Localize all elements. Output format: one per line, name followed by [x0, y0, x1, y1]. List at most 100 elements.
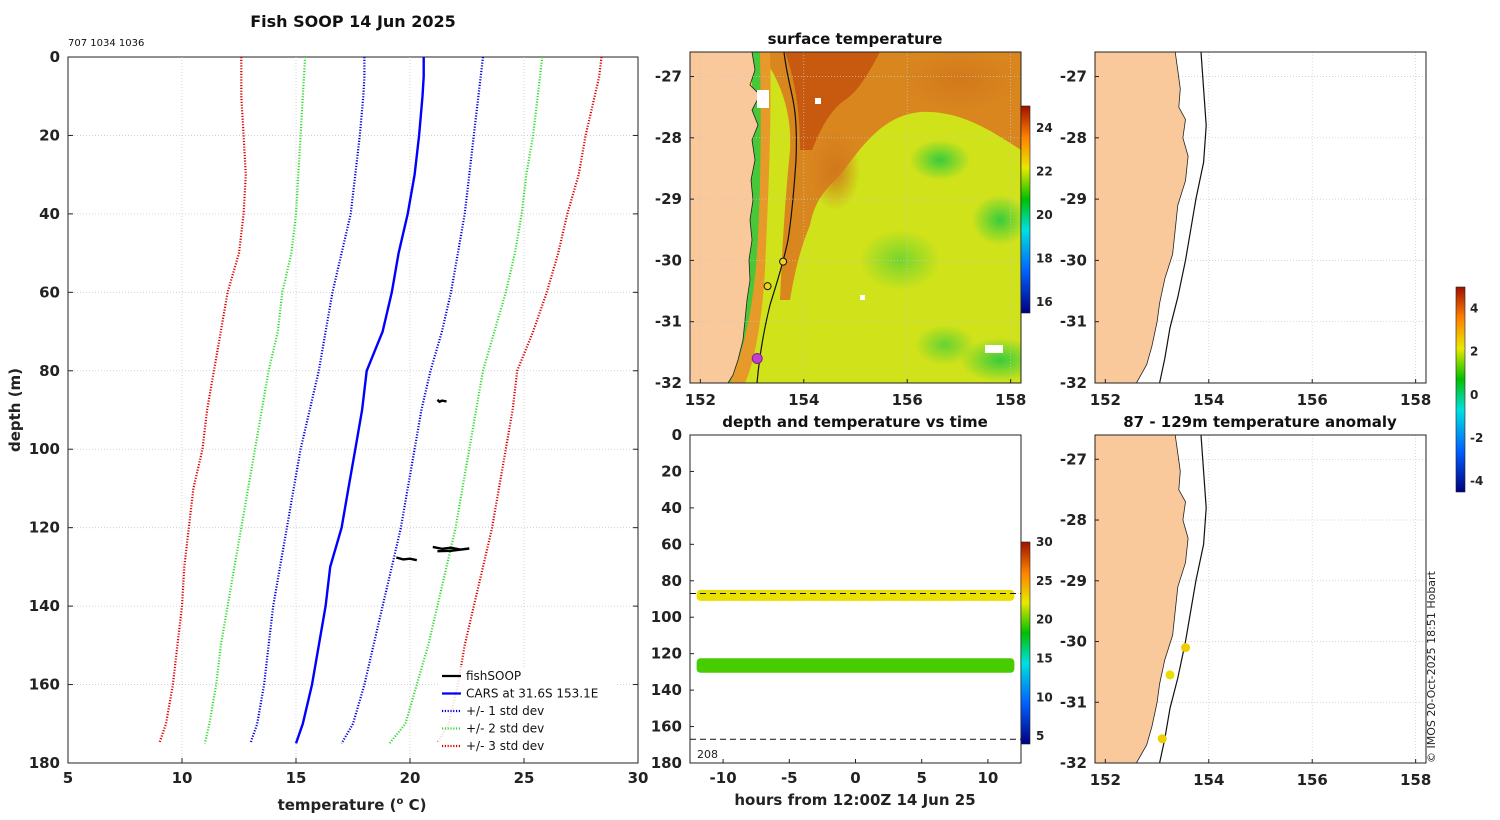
anomaly-map-bottom-panel: 87 - 129m temperature anomaly 152 154 156 1… — [1060, 286, 1483, 789]
sst-track-point-1 — [763, 282, 772, 291]
anomaly-map-bottom-axes-box — [1094, 434, 1427, 764]
timeseries-bottom-label: 208 — [697, 748, 718, 761]
timeseries-colorbar-label: 20 — [1036, 613, 1053, 627]
anomaly-map-top-ytick-label: -32 — [1060, 374, 1087, 392]
anomaly-map-top-geo — [1095, 52, 1207, 383]
profile-xlabel: temperature (o C) — [278, 796, 427, 814]
profile-ytick-label: 0 — [50, 48, 60, 66]
timeseries-ytick-label: 20 — [661, 462, 682, 480]
sst-colorbar-ticks: 16 18 20 22 24 — [1036, 121, 1053, 309]
fishsoop-segment-0 — [436, 398, 447, 404]
profile-series-0 — [294, 57, 425, 744]
sst-ytick-label: -28 — [655, 129, 682, 147]
sst-land — [690, 52, 761, 383]
anomaly-map-top-ytick-label: -31 — [1060, 313, 1087, 331]
figure-subtitle: 707 1034 1036 — [68, 38, 144, 49]
profile-ytick-label: 180 — [29, 754, 60, 772]
timeseries-ytick-label: 180 — [651, 754, 682, 772]
profile-series-3 — [203, 56, 307, 744]
anomaly-colorbar-label: -4 — [1470, 474, 1483, 488]
anomaly-map-top-land — [1095, 52, 1189, 383]
sst-colorbar-label: 24 — [1036, 121, 1053, 135]
anomaly-map-top-xtick-label: 154 — [1193, 391, 1224, 409]
sst-cool-patch-4 — [960, 338, 1021, 382]
profile-xtick-label: 30 — [628, 769, 649, 787]
legend-label-1: CARS at 31.6S 153.1E — [466, 687, 598, 701]
sst-cool-patch-1 — [910, 140, 970, 180]
timeseries-xtick-label: 5 — [916, 769, 926, 787]
sst-xtick-label: 154 — [788, 391, 819, 409]
anomaly-map-bottom-ytick-label: -28 — [1060, 511, 1087, 529]
anomaly-map-bottom-ytick-label: -30 — [1060, 633, 1087, 651]
profile-legend: fishSOOP CARS at 31.6S 153.1E +/- 1 std de… — [438, 667, 616, 757]
anomaly-colorbar-ticks: 4 2 0 -2 -4 — [1470, 302, 1483, 489]
profile-ytick-label: 160 — [29, 676, 60, 694]
sst-colorbar-label: 22 — [1036, 164, 1053, 178]
fishsoop-segment-1 — [432, 545, 470, 553]
legend-label-0: fishSOOP — [466, 669, 521, 683]
profile-series-6 — [436, 56, 603, 744]
sst-track-point-0 — [779, 257, 788, 266]
timeseries-colorbar-label: 25 — [1036, 574, 1053, 588]
sst-markers — [751, 257, 788, 364]
sst-ytick-label: -32 — [655, 374, 682, 392]
profile-grid — [68, 57, 638, 763]
sst-colorbar — [1020, 105, 1031, 314]
timeseries-xtick-label: 0 — [850, 769, 860, 787]
sst-cloud-mask-3 — [985, 345, 1003, 353]
timeseries-xtick-label: 10 — [977, 769, 998, 787]
anomaly-map-bottom-ticks: 152 154 156 158 -27 -28 -29 -30 -31 -32 — [1060, 450, 1431, 789]
profile-xtick-label: 20 — [400, 769, 421, 787]
anomaly-colorbar-label: 4 — [1470, 302, 1478, 316]
timeseries-ytick-label: 40 — [661, 499, 682, 517]
legend-box — [438, 667, 616, 757]
anomaly-point-0 — [1181, 643, 1191, 653]
profile-ytick-label: 120 — [29, 519, 60, 537]
sst-warm-blob — [900, 52, 1020, 110]
profile-panel: 5 10 15 20 25 30 0 20 40 60 80 100 120 140 160 180 temp… — [6, 48, 648, 814]
profile-xtick-label: 10 — [172, 769, 193, 787]
timeseries-ytick-label: 80 — [661, 572, 682, 590]
profile-xtick-label: 15 — [286, 769, 307, 787]
anomaly-map-top-panel: 152 154 156 158 -27 -28 -29 -30 -31 -32 — [1060, 51, 1431, 409]
profile-ytick-label: 140 — [29, 597, 60, 615]
anomaly-map-bottom-xtick-label: 152 — [1090, 771, 1121, 789]
timeseries-ytick-label: 140 — [651, 681, 682, 699]
sst-cool-patch-5 — [915, 325, 975, 365]
figure-title: Fish SOOP 14 Jun 2025 — [250, 12, 456, 31]
timeseries-content — [690, 589, 1021, 740]
sst-isobath — [756, 52, 797, 383]
sst-ytick-label: -27 — [655, 68, 682, 86]
sst-cool-patch-3 — [860, 230, 940, 290]
anomaly-map-bottom-land — [1095, 435, 1189, 763]
anomaly-map-top-ytick-label: -29 — [1060, 190, 1087, 208]
sst-current-position — [751, 352, 763, 364]
sst-xtick-label: 156 — [892, 391, 923, 409]
anomaly-map-top-xtick-label: 152 — [1090, 391, 1121, 409]
timeseries-colorbar-label: 15 — [1036, 652, 1053, 666]
timeseries-colorbar-ticks: 5 10 15 20 25 30 — [1036, 535, 1053, 743]
profile-ytick-label: 60 — [39, 283, 60, 301]
timeseries-band-1 — [696, 658, 1015, 673]
sst-colorbar-label: 16 — [1036, 295, 1053, 309]
anomaly-map-bottom-xtick-label: 154 — [1193, 771, 1224, 789]
credit-text: © IMOS 20-Oct-2025 18:51 Hobart — [1425, 570, 1438, 763]
sst-colorbar-label: 18 — [1036, 252, 1053, 266]
timeseries-ytick-label: 60 — [661, 535, 682, 553]
legend-label-2: +/- 1 std dev — [466, 704, 544, 718]
anomaly-map-top-ytick-label: -28 — [1060, 129, 1087, 147]
timeseries-xlabel: hours from 12:00Z 14 Jun 25 — [734, 791, 975, 809]
anomaly-map-title: 87 - 129m temperature anomaly — [1123, 413, 1397, 431]
sst-ytick-label: -31 — [655, 313, 682, 331]
timeseries-ytick-label: 0 — [672, 426, 682, 444]
anomaly-map-bottom-ytick-label: -27 — [1060, 450, 1087, 468]
anomaly-point-1 — [1165, 670, 1175, 680]
profile-series-1 — [249, 57, 366, 744]
profile-series-2 — [340, 56, 485, 744]
profile-xtick-label: 5 — [63, 769, 73, 787]
profile-axes-box — [67, 56, 639, 764]
timeseries-title: depth and temperature vs time — [722, 413, 988, 431]
anomaly-map-top-xtick-label: 158 — [1400, 391, 1431, 409]
